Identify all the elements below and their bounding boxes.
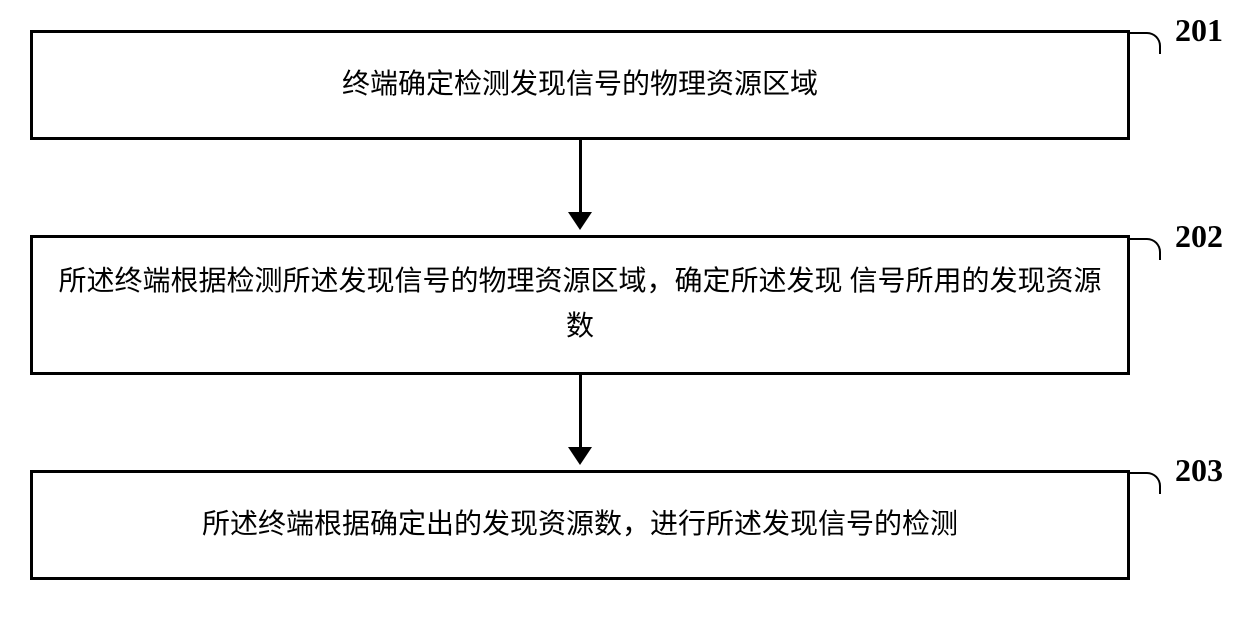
step-label-203: 203 [1175, 452, 1223, 489]
step-text-202: 所述终端根据检测所述发现信号的物理资源区域，确定所述发现 信号所用的发现资源数 [53, 260, 1107, 350]
arrow-line [579, 140, 582, 212]
label-connector-201 [1127, 32, 1161, 54]
arrow-head [568, 447, 592, 465]
step-box-202: 所述终端根据检测所述发现信号的物理资源区域，确定所述发现 信号所用的发现资源数 [30, 235, 1130, 375]
arrow-1 [568, 140, 592, 230]
step-box-203: 所述终端根据确定出的发现资源数，进行所述发现信号的检测 [30, 470, 1130, 580]
label-connector-202 [1127, 238, 1161, 260]
step-text-203: 所述终端根据确定出的发现资源数，进行所述发现信号的检测 [202, 503, 958, 548]
step-label-201: 201 [1175, 12, 1223, 49]
label-connector-203 [1127, 472, 1161, 494]
arrow-2 [568, 375, 592, 465]
flowchart-canvas: 终端确定检测发现信号的物理资源区域 201 所述终端根据检测所述发现信号的物理资… [0, 0, 1240, 637]
step-label-202: 202 [1175, 218, 1223, 255]
step-box-201: 终端确定检测发现信号的物理资源区域 [30, 30, 1130, 140]
step-text-201: 终端确定检测发现信号的物理资源区域 [342, 63, 818, 108]
arrow-head [568, 212, 592, 230]
arrow-line [579, 375, 582, 447]
